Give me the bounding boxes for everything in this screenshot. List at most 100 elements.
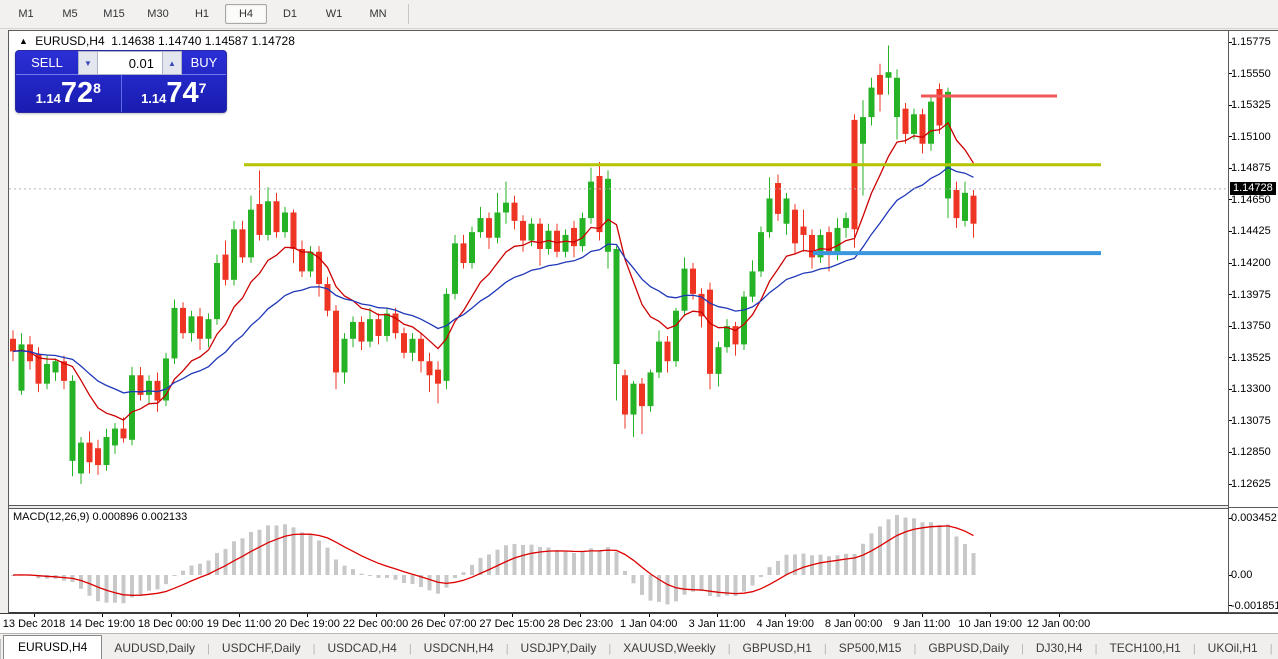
price-tick-label: 1.13300	[1231, 383, 1271, 396]
time-tick-label: 26 Dec 07:00	[411, 618, 477, 630]
timeframe-button-m5[interactable]: M5	[62, 8, 78, 20]
chart-tab-usdcad-h4[interactable]: USDCAD,H4	[327, 641, 397, 655]
macd-tick-mark	[1229, 574, 1232, 576]
time-tick-mark	[921, 614, 923, 617]
chart-tab-gbpusd-h1[interactable]: GBPUSD,H1	[742, 641, 812, 655]
time-tick-mark	[648, 614, 650, 617]
panel-splitter[interactable]	[9, 505, 1228, 509]
macd-signal-line	[12, 525, 974, 596]
price-tick-label: 1.14200	[1231, 257, 1271, 269]
tab-divider: |	[1021, 643, 1024, 655]
time-tick-label: 1 Jan 04:00	[619, 618, 678, 630]
timeframe-button-m30[interactable]: M30	[147, 8, 169, 20]
timeframe-button-m1[interactable]: M1	[18, 8, 34, 20]
price-axis[interactable]: 1.15775 1.15550 1.15325 1.15100 1.14875 1.146…	[1228, 31, 1278, 612]
price-tick-mark	[1229, 357, 1232, 359]
sell-price-big: 72	[60, 77, 94, 109]
time-tick-mark	[34, 614, 35, 617]
time-axis[interactable]: 13 Dec 2018 14 Dec 19:00 18 Dec 00:00 19 De…	[0, 613, 1278, 633]
price-tick-label: 1.12850	[1231, 446, 1271, 459]
price-divider	[120, 75, 122, 112]
time-tick-label: 12 Jan 00:00	[1026, 618, 1091, 630]
toolbar-separator	[408, 4, 409, 24]
timeframe-button-w1[interactable]: W1	[325, 8, 343, 20]
macd-indicator-area[interactable]	[9, 509, 1228, 612]
time-tick-label: 28 Dec 23:00	[547, 618, 614, 630]
time-tick-mark	[512, 614, 514, 617]
chart-tab-usdjpy-daily[interactable]: USDJPY,Daily	[520, 641, 597, 655]
time-tick-label: 3 Jan 11:00	[688, 618, 746, 630]
timeframe-button-m15[interactable]: M15	[103, 8, 125, 20]
timeframe-button-d1[interactable]: D1	[282, 8, 298, 20]
time-tick-mark	[580, 614, 582, 617]
chart-tab-sp500-m15[interactable]: SP500,M15	[838, 641, 902, 655]
price-tick-label: 1.14425	[1231, 225, 1271, 238]
sell-price[interactable]: 1.14 72 8	[16, 75, 121, 112]
time-tick-mark	[717, 614, 718, 617]
time-tick-label: 27 Dec 15:00	[479, 618, 545, 630]
volume-decrease-button[interactable]: ▼	[78, 51, 98, 75]
timeframe-button-mn[interactable]: MN	[369, 8, 387, 20]
price-tick-label: 1.15775	[1231, 36, 1271, 48]
chart-tab-usdcnh-h4[interactable]: USDCNH,H4	[423, 641, 494, 655]
time-tick-label: 9 Jan 11:00	[893, 618, 951, 630]
volume-increase-button[interactable]: ▲	[162, 51, 182, 75]
macd-tick-mark	[1229, 517, 1232, 519]
tab-divider: |	[1094, 643, 1098, 655]
price-tick-label: 1.13075	[1231, 414, 1271, 427]
chart-tab-audusd-daily[interactable]: AUDUSD,Daily	[114, 641, 196, 655]
chart-tab-u[interactable]: U	[1273, 638, 1278, 659]
tab-scroll-inset	[0, 639, 1, 659]
buy-price-sup: 7	[198, 79, 207, 96]
chart-tab-usdchf-daily[interactable]: USDCHF,Daily	[221, 641, 301, 655]
sell-button[interactable]: SELL	[16, 51, 78, 75]
price-tick-mark	[1229, 483, 1232, 485]
time-tick-label: 18 Dec 00:00	[137, 618, 204, 630]
volume-input[interactable]: 0.01	[98, 51, 162, 75]
collapse-triangle-icon[interactable]: ▲	[19, 36, 28, 46]
up-arrow-icon: ▲	[168, 58, 176, 68]
chart-tab-eurusd-h4[interactable]: EURUSD,H4	[3, 635, 103, 659]
buy-button[interactable]: BUY	[182, 51, 226, 75]
price-tick-label: 1.14650	[1231, 193, 1271, 206]
time-tick-label: 10 Jan 19:00	[958, 618, 1022, 630]
macd-tick-label: 0.00	[1231, 569, 1253, 581]
chart-tab-tech100-h1[interactable]: TECH100,H1	[1109, 641, 1181, 655]
tab-divider: |	[1269, 643, 1273, 655]
chart-tab-dj30-h4[interactable]: DJ30,H4	[1035, 641, 1083, 655]
price-tick-mark	[1229, 73, 1232, 75]
tab-divider: |	[312, 643, 316, 655]
tab-divider: |	[207, 643, 210, 655]
macd-tick-label: -0.001851	[1231, 599, 1278, 612]
tab-divider: |	[408, 643, 412, 655]
sell-price-sup: 8	[93, 79, 101, 96]
ohlc-low: 1.14587	[204, 34, 249, 48]
time-tick-label: 13 Dec 2018	[2, 618, 66, 630]
price-chart-area[interactable]	[9, 31, 1228, 505]
price-tick-label: 1.15100	[1231, 130, 1271, 143]
chart-tab-xauusd-weekly[interactable]: XAUUSD,Weekly	[623, 641, 716, 655]
price-tick-mark	[1229, 230, 1232, 232]
ohlc-open: 1.14638	[111, 34, 155, 48]
time-tick-mark	[443, 614, 445, 617]
time-tick-mark	[853, 614, 855, 617]
ohlc-close: 1.14728	[251, 34, 295, 48]
time-tick-mark	[1058, 614, 1060, 617]
chart-tab-ukoil-h1[interactable]: UKOil,H1	[1207, 641, 1258, 655]
price-tick-label: 1.14875	[1231, 162, 1271, 175]
timeframe-button-h1[interactable]: H1	[194, 8, 210, 20]
price-tick-label: 1.13525	[1231, 351, 1271, 364]
timeframe-button-h4[interactable]: H4	[225, 4, 267, 24]
time-tick-mark	[990, 614, 992, 617]
price-tick-mark	[1229, 451, 1232, 453]
time-tick-mark	[375, 614, 377, 617]
buy-price[interactable]: 1.14 74 7	[122, 75, 227, 112]
macd-tick-label: 0.003452	[1231, 512, 1277, 524]
one-click-trade-panel: SELL ▼ 0.01 ▲ BUY 1.14 72 8 1.14 74 7	[15, 50, 227, 113]
price-tick-label: 1.15325	[1231, 99, 1271, 112]
current-price-tag: 1.14728	[1230, 181, 1276, 195]
candlesticks	[10, 45, 977, 484]
price-tick-mark	[1229, 41, 1232, 43]
chart-tab-gbpusd-daily[interactable]: GBPUSD,Daily	[928, 641, 1010, 655]
tab-divider: |	[823, 643, 827, 655]
